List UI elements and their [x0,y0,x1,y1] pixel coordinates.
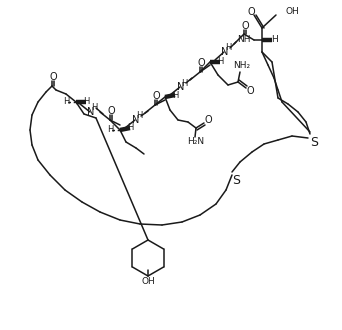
Text: H: H [83,97,89,107]
Text: H: H [91,104,97,113]
Text: O: O [107,106,115,116]
Text: S: S [232,174,240,186]
Text: O: O [247,7,255,17]
Text: H: H [127,123,133,133]
Text: O: O [197,58,205,68]
Text: H: H [136,112,142,120]
Text: S: S [310,136,318,148]
Text: N: N [87,107,95,117]
Text: O: O [204,115,212,125]
Text: H: H [63,97,69,107]
Text: H: H [172,90,178,100]
Text: H: H [271,36,277,45]
Text: N: N [177,82,185,92]
Text: NH: NH [237,36,251,45]
Text: O: O [246,86,254,96]
Text: H: H [107,125,113,135]
Text: O: O [152,91,160,101]
Text: N: N [132,115,140,125]
Text: H: H [225,44,231,52]
Text: NH₂: NH₂ [234,61,251,71]
Text: H₂N: H₂N [187,138,205,147]
Text: O: O [241,21,249,31]
Text: OH: OH [285,8,299,16]
Text: H: H [181,79,187,87]
Text: O: O [49,72,57,82]
Text: H: H [217,57,223,67]
Text: OH: OH [141,278,155,286]
Text: N: N [221,47,229,57]
